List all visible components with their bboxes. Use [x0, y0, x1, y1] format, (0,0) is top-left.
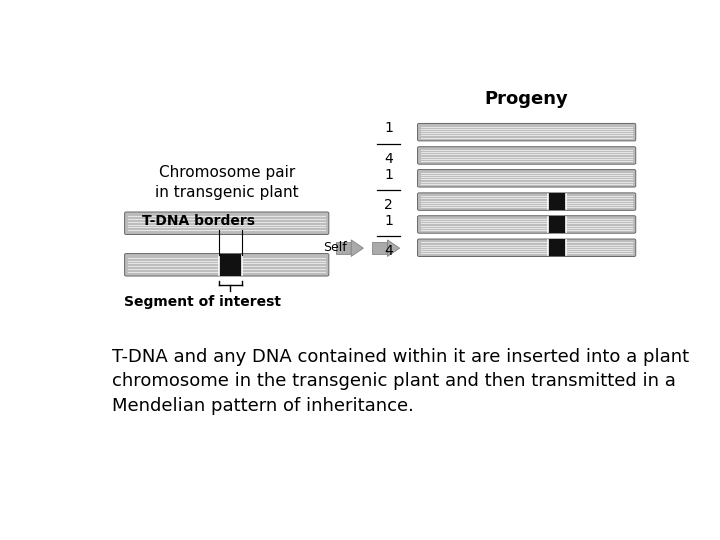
Bar: [219, 254, 242, 275]
Bar: [336, 242, 351, 254]
Text: 4: 4: [384, 152, 393, 166]
Bar: [548, 239, 567, 256]
Text: Chromosome pair
in transgenic plant: Chromosome pair in transgenic plant: [155, 165, 299, 200]
Text: 2: 2: [384, 198, 393, 212]
FancyBboxPatch shape: [418, 124, 636, 141]
Text: Mendelian pattern of inheritance.: Mendelian pattern of inheritance.: [112, 397, 414, 415]
FancyBboxPatch shape: [125, 212, 329, 234]
FancyBboxPatch shape: [418, 239, 636, 256]
Text: 1: 1: [384, 122, 393, 136]
Text: 4: 4: [384, 245, 393, 259]
Text: Self: Self: [323, 241, 347, 254]
Bar: [548, 193, 567, 210]
FancyBboxPatch shape: [418, 193, 636, 211]
Text: chromosome in the transgenic plant and then transmitted in a: chromosome in the transgenic plant and t…: [112, 373, 676, 390]
Polygon shape: [387, 240, 400, 256]
Bar: [548, 216, 567, 233]
Text: 1: 1: [384, 167, 393, 181]
Text: Progeny: Progeny: [485, 90, 569, 108]
Polygon shape: [351, 240, 364, 256]
Text: 1: 1: [384, 214, 393, 228]
FancyBboxPatch shape: [418, 170, 636, 187]
FancyBboxPatch shape: [418, 216, 636, 233]
Text: T-DNA and any DNA contained within it are inserted into a plant: T-DNA and any DNA contained within it ar…: [112, 348, 690, 366]
Text: Segment of interest: Segment of interest: [124, 295, 281, 309]
Bar: [372, 242, 387, 254]
FancyBboxPatch shape: [125, 254, 329, 276]
Text: T-DNA borders: T-DNA borders: [142, 214, 255, 228]
FancyBboxPatch shape: [418, 147, 636, 164]
